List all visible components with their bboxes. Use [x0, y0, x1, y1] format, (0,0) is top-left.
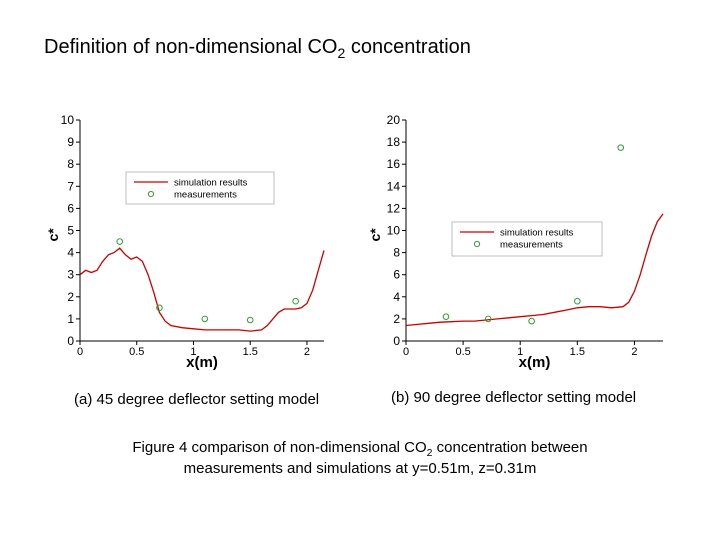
- legend-marker-swatch: [147, 190, 155, 198]
- measurement-point: [116, 238, 124, 245]
- y-axis-label: c*: [367, 228, 383, 242]
- x-tick-label: 1.5: [243, 346, 258, 358]
- y-tick-label: 3: [67, 268, 74, 282]
- legend-marker-swatch: [473, 240, 481, 248]
- y-tick-label: 6: [67, 201, 74, 215]
- y-tick-label: 8: [393, 246, 400, 260]
- y-tick-label: 2: [393, 312, 400, 326]
- simulation-line: [79, 247, 325, 332]
- measurement-point: [484, 315, 492, 323]
- legend-entry: measurements: [500, 240, 563, 251]
- y-tick-label: 0: [393, 334, 400, 348]
- x-tick-label: 2: [631, 346, 637, 358]
- x-axis-label: x(m): [186, 354, 218, 371]
- x-tick-label: 1: [517, 346, 523, 358]
- legend-entry: simulation results: [174, 178, 248, 189]
- y-tick-label: 9: [67, 135, 74, 149]
- legend-entry: measurements: [174, 190, 237, 201]
- y-tick-label: 0: [67, 334, 74, 348]
- y-tick-label: 20: [387, 113, 401, 127]
- x-tick-label: 2: [304, 346, 310, 358]
- caption-90-degree: (b) 90 degree deflector setting model: [391, 389, 637, 406]
- measurement-point: [574, 297, 581, 305]
- caption-45-degree: (a) 45 degree deflector setting model: [74, 391, 320, 408]
- x-tick-label: 0.5: [129, 346, 144, 358]
- x-axis-label: x(m): [519, 354, 551, 371]
- y-tick-label: 6: [393, 268, 400, 282]
- x-tick-label: 1: [190, 346, 196, 358]
- y-tick-label: 2: [67, 290, 74, 304]
- figure-caption-line-1: Figure 4 comparison of non-dimensional C…: [132, 439, 588, 459]
- y-tick-label: 4: [67, 246, 74, 260]
- x-tick-label: 1.5: [570, 346, 585, 358]
- measurement-point: [442, 313, 450, 320]
- x-tick-label: 0.5: [455, 346, 470, 358]
- y-axis-label: c*: [48, 228, 61, 242]
- y-tick-label: 10: [61, 113, 75, 127]
- chart-45-degree: 0 1 2 3 4 5 6 7 8 9 10 0 0.5 1 1.5 2 x(m) c* simulation re…: [48, 113, 325, 371]
- legend-entry: simulation results: [500, 228, 574, 239]
- y-tick-label: 18: [387, 135, 401, 149]
- measurement-point: [528, 317, 535, 325]
- y-tick-label: 8: [67, 157, 74, 171]
- measurement-point: [201, 315, 209, 323]
- measurement-point: [156, 304, 163, 312]
- y-tick-label: 16: [387, 157, 401, 171]
- slide-title: Definition of non-dimensional CO2 concen…: [44, 36, 471, 61]
- legend-box: [125, 171, 275, 205]
- y-tick-label: 5: [67, 224, 74, 238]
- y-tick-label: 1: [67, 312, 74, 326]
- x-tick-label: 0: [77, 346, 83, 358]
- measurement-point: [292, 297, 299, 305]
- y-tick-label: 4: [393, 290, 400, 304]
- figure-caption-line-2: measurements and simulations at y=0.51m,…: [183, 460, 537, 477]
- measurement-point: [246, 316, 254, 324]
- x-tick-label: 0: [403, 346, 409, 358]
- measurement-point: [617, 144, 625, 151]
- y-tick-label: 7: [67, 179, 74, 193]
- y-tick-label: 14: [387, 179, 401, 193]
- simulation-line: [405, 213, 664, 327]
- y-tick-label: 10: [387, 224, 401, 238]
- legend-box: [451, 221, 603, 257]
- chart-90-degree: 0 2 4 6 8 10 12 14 16 18 20 0 0.5 1 1.5 2 x(m) c* simulati…: [367, 113, 664, 371]
- y-tick-label: 12: [387, 201, 401, 215]
